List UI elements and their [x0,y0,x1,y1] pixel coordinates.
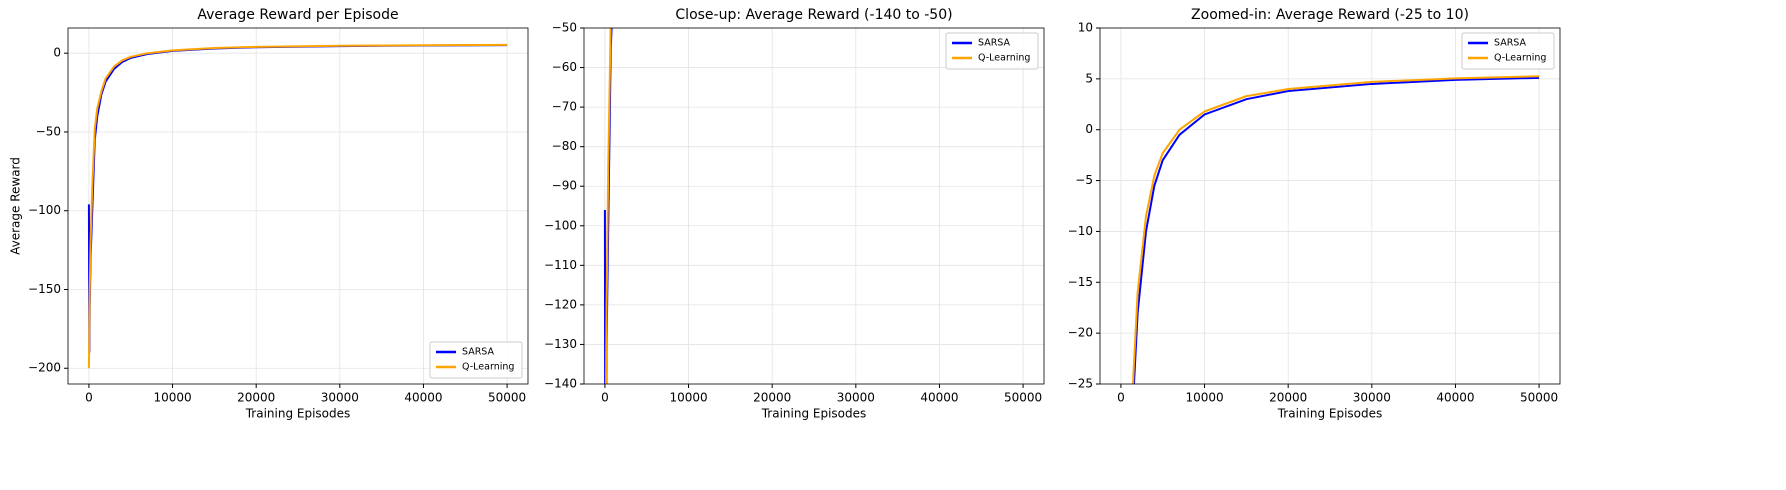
axes-frame [1099,27,1561,385]
x-tick-label: 40000 [1436,391,1474,405]
axes-frame [583,27,1045,385]
panel-title: Average Reward per Episode [197,7,398,23]
x-tick-label: 50000 [1520,391,1558,405]
y-tick-label: −200 [28,361,61,375]
y-tick-label: −130 [544,337,577,351]
panel: Close-up: Average Reward (-140 to -50) Tr… [544,7,1045,421]
y-tick-label: −60 [552,60,577,74]
y-tick-label: −5 [1075,173,1093,187]
panel: Average Reward per Episode Training Episo… [9,7,529,421]
x-tick-label: 40000 [404,391,442,405]
legend-label: SARSA [978,38,1011,49]
series-line [1132,75,1540,384]
x-tick-label: 0 [601,391,609,405]
x-axis-label: Training Episodes [1277,407,1383,421]
x-tick-label: 0 [85,391,93,405]
x-tick-label: 30000 [1353,391,1391,405]
x-tick-label: 50000 [1004,391,1042,405]
y-tick-label: −120 [544,297,577,311]
x-tick-label: 50000 [488,391,526,405]
y-axis-label: Average Reward [9,157,23,255]
legend-label: SARSA [462,347,495,358]
x-tick-label: 20000 [237,391,275,405]
y-tick-label: −15 [1068,275,1093,289]
y-tick-label: 0 [1085,122,1093,136]
legend-label: Q-Learning [1494,53,1546,64]
y-tick-label: −70 [552,100,577,114]
series-line [87,44,508,353]
y-tick-label: −20 [1068,326,1093,340]
x-tick-label: 30000 [321,391,359,405]
x-tick-label: 30000 [837,391,875,405]
y-tick-label: −110 [544,258,577,272]
axes-frame [67,27,529,385]
x-axis-label: Training Episodes [245,407,351,421]
y-tick-label: −25 [1068,377,1093,391]
x-tick-label: 10000 [669,391,707,405]
panel: Zoomed-in: Average Reward (-25 to 10) Tra… [1068,7,1561,421]
y-tick-label: −10 [1068,224,1093,238]
x-tick-label: 40000 [920,391,958,405]
legend-label: SARSA [1494,38,1527,49]
legend-label: Q-Learning [462,362,514,373]
y-tick-label: 10 [1078,21,1093,35]
legend-label: Q-Learning [978,53,1030,64]
y-tick-label: −50 [552,21,577,35]
y-tick-label: 0 [53,46,61,60]
y-tick-label: −50 [36,124,61,138]
y-tick-label: −100 [28,203,61,217]
x-tick-label: 10000 [153,391,191,405]
panel-title: Zoomed-in: Average Reward (-25 to 10) [1191,7,1469,23]
y-tick-label: −140 [544,377,577,391]
x-tick-label: 20000 [753,391,791,405]
series-line [1132,76,1540,384]
x-axis-label: Training Episodes [761,407,867,421]
series-line [605,28,612,384]
x-tick-label: 20000 [1269,391,1307,405]
x-tick-label: 0 [1117,391,1125,405]
y-tick-label: −80 [552,139,577,153]
x-tick-label: 10000 [1185,391,1223,405]
series-line [87,43,508,369]
y-tick-label: −100 [544,218,577,232]
y-tick-label: −90 [552,179,577,193]
y-tick-label: −150 [28,282,61,296]
y-tick-label: 5 [1085,71,1093,85]
panel-title: Close-up: Average Reward (-140 to -50) [675,7,952,23]
